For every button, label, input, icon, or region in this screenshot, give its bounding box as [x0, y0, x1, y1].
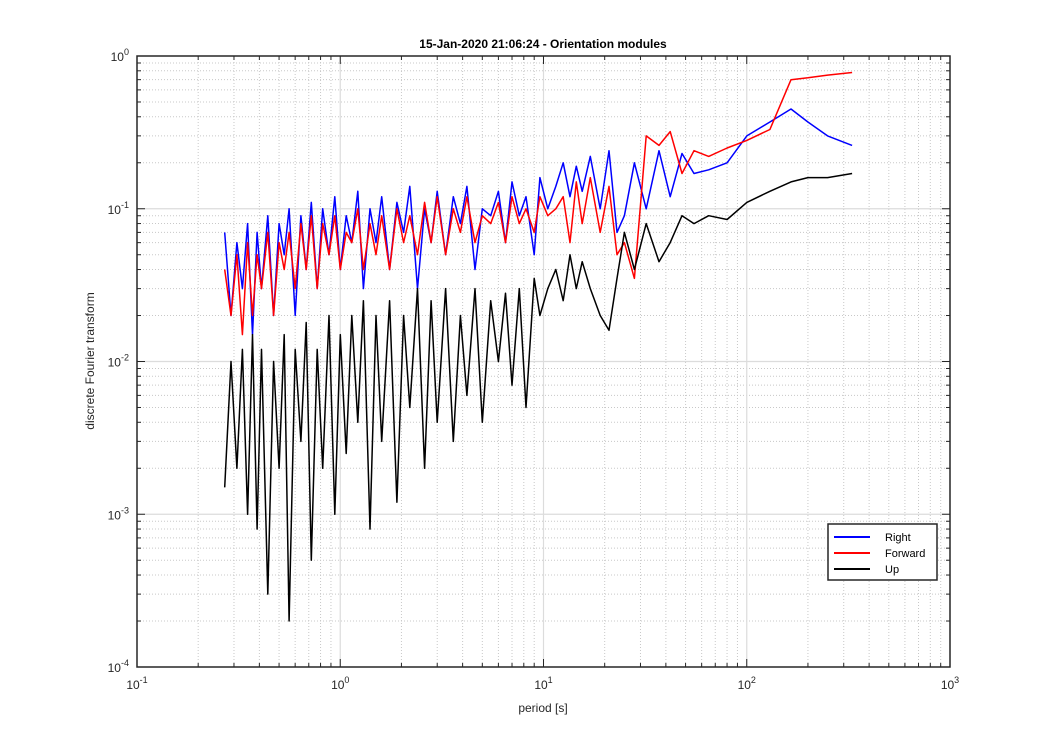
- series-layer: [223, 71, 853, 622]
- y-tick-labels: 10-4 10-3 10-2 10-1 100: [108, 47, 129, 675]
- series-line-up: [223, 172, 853, 622]
- y-axis-label: discrete Fourier transform: [83, 292, 97, 429]
- y-tick-label: 10-1: [108, 200, 129, 217]
- legend-label-up: Up: [885, 564, 899, 576]
- legend-label-right: Right: [885, 532, 911, 544]
- legend: Right Forward Up: [827, 523, 938, 581]
- x-tick-label: 10-1: [126, 675, 147, 692]
- y-tick-label: 10-4: [108, 658, 129, 675]
- x-tick-label: 100: [331, 675, 349, 692]
- series-line-forward: [223, 71, 853, 336]
- major-grid: [137, 56, 950, 667]
- x-axis-label: period [s]: [518, 701, 567, 715]
- legend-label-forward: Forward: [885, 548, 925, 560]
- y-tick-label: 100: [111, 47, 129, 64]
- y-tick-label: 10-2: [108, 353, 129, 370]
- chart-title: 15-Jan-2020 21:06:24 - Orientation modul…: [419, 37, 667, 51]
- x-tick-label: 102: [738, 675, 756, 692]
- x-tick-label: 103: [941, 675, 959, 692]
- y-tick-label: 10-3: [108, 505, 129, 522]
- x-tick-labels: 10-1 100 101 102 103: [126, 675, 959, 692]
- axis-ticks: [136, 56, 950, 668]
- x-tick-label: 101: [534, 675, 552, 692]
